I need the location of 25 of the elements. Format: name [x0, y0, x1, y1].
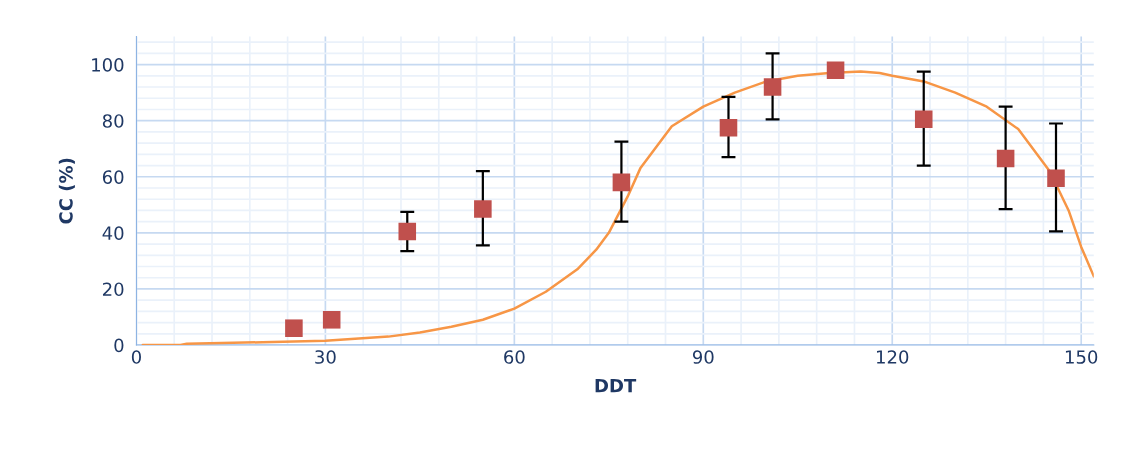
- point: [322, 311, 341, 329]
- point: [398, 222, 417, 241]
- x-tick-label: 0: [131, 350, 141, 364]
- x-tick-label: 120: [877, 350, 909, 364]
- y-axis-title: CC (%): [58, 158, 75, 224]
- point: [1047, 169, 1065, 187]
- y-tick-label: 40: [102, 226, 124, 240]
- point: [719, 118, 738, 137]
- x-tick-label: 150: [1065, 350, 1098, 364]
- point: [474, 200, 492, 218]
- y-tick-label: 20: [102, 282, 124, 297]
- point: [612, 173, 631, 192]
- y-tick-label: 60: [102, 170, 124, 184]
- x-tick-label: 90: [692, 350, 714, 364]
- x-axis-title: DDT: [595, 379, 637, 393]
- point: [763, 78, 782, 96]
- y-tick-label: 100: [92, 58, 124, 72]
- point: [914, 110, 933, 129]
- y-tick-label: 80: [102, 114, 124, 128]
- point: [826, 61, 845, 79]
- y-tick-label: 0: [114, 338, 124, 353]
- x-tick-label: 60: [504, 350, 525, 364]
- point: [285, 319, 303, 337]
- point: [996, 149, 1015, 168]
- x-tick-label: 30: [315, 350, 336, 364]
